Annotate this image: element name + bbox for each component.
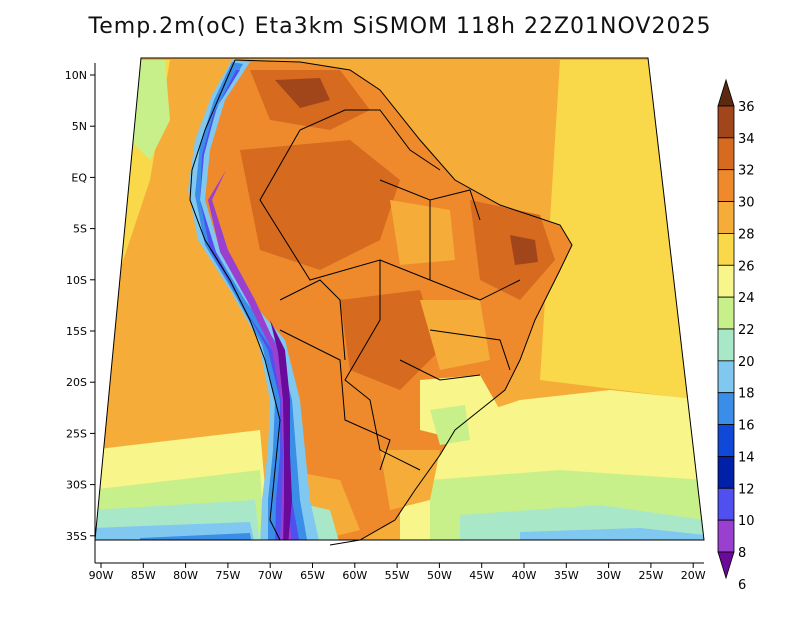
brazil-border [259,109,441,471]
hot-core-central [340,290,440,390]
colorbar-label: 32 [738,164,755,179]
temperature-field [95,58,704,540]
atlantic-east-zone [540,60,700,400]
lon-label: 40W [512,569,537,582]
lat-label: 10N [65,69,87,82]
colorbar-segment [717,264,735,298]
argentina-border [279,329,391,471]
warm-plateau-1 [390,200,455,265]
colorbar-segment [717,137,735,171]
colorbar-segment [717,201,735,234]
map-title: Temp.2m(oC) Eta3km SiSMOM 118h 22Z01NOV2… [88,14,712,39]
andes-crest [208,170,292,540]
colorbar-label: 26 [738,259,755,274]
lon-label: 25W [638,569,663,582]
bolivia-border [279,279,346,361]
colorbar-segment [717,105,735,139]
lon-label: 70W [258,569,283,582]
colorbar-label: 8 [738,546,746,561]
colorbar-segment [717,328,735,362]
lat-label: 25S [66,427,87,440]
lat-label: 5N [72,120,87,133]
coastline [234,59,573,546]
lat-label: EQ [71,171,87,184]
lat-label: 5S [73,223,87,236]
colorbar-segment [717,551,735,580]
colorbar-segment [717,169,735,202]
colorbar-segment [717,424,735,457]
colorbar-segment [717,519,735,553]
lon-label: 65W [300,569,325,582]
colorbar-segment [717,78,735,107]
lon-label: 45W [469,569,494,582]
lat-label: 20S [66,376,87,389]
lon-label: 60W [342,569,367,582]
lon-label: 20W [681,569,706,582]
lon-label: 75W [215,569,240,582]
colorbar-label: 30 [738,196,755,211]
colorbar-label: 24 [738,291,755,306]
pacific-coast [189,59,281,541]
state-lines [379,179,521,381]
colorbar: 36 34 32 30 28 26 24 22 20 18 16 14 12 10 8 6 [717,78,755,593]
colorbar-segment [717,487,735,521]
colorbar-label: 34 [738,132,755,147]
colorbar-segment [717,392,735,425]
se-pacific-colder [140,533,252,540]
lon-label: 90W [89,569,114,582]
map-frame [94,57,705,541]
lat-label: 35S [66,530,87,543]
hot-spot-ne [510,235,538,265]
hot-spot-venezuela [275,78,330,108]
lon-label: 55W [385,569,410,582]
colorbar-label: 18 [738,387,755,402]
se-brazil-cool [430,405,470,445]
colorbar-label: 20 [738,355,755,370]
lat-label: 30S [66,479,87,492]
lon-label: 85W [131,569,156,582]
colorbar-label: 28 [738,227,755,242]
longitude-axis: 90W 85W 80W 75W 70W 65W 60W 55W 50W 45W 40W 35W 30W 2… [89,563,706,582]
colorbar-segment [717,360,735,394]
colorbar-segment [717,296,735,330]
colorbar-label: 22 [738,323,755,338]
hot-core-amazon [240,140,400,270]
colorbar-label: 36 [738,100,755,115]
colorbar-label: 10 [738,514,755,529]
latitude-axis: 10N 5N EQ 5S 10S 15S 20S 25S 30S 35S [65,69,95,543]
lon-label: 80W [173,569,198,582]
south-atlantic-cold [520,528,704,540]
colorbar-segment [717,233,735,266]
lat-label: 10S [66,274,87,287]
andes-peak [270,320,292,540]
lon-label: 30W [596,569,621,582]
colorbar-label: 12 [738,482,755,497]
warm-plateau-2 [420,300,490,370]
colorbar-label: 16 [738,419,755,434]
country-borders [189,59,573,546]
colorbar-segment [717,456,735,489]
lon-label: 35W [554,569,579,582]
lon-label: 50W [427,569,452,582]
colorbar-label: 6 [738,578,746,593]
colorbar-label: 14 [738,450,755,465]
lat-label: 15S [66,325,87,338]
south-brazil-warm [380,450,440,510]
